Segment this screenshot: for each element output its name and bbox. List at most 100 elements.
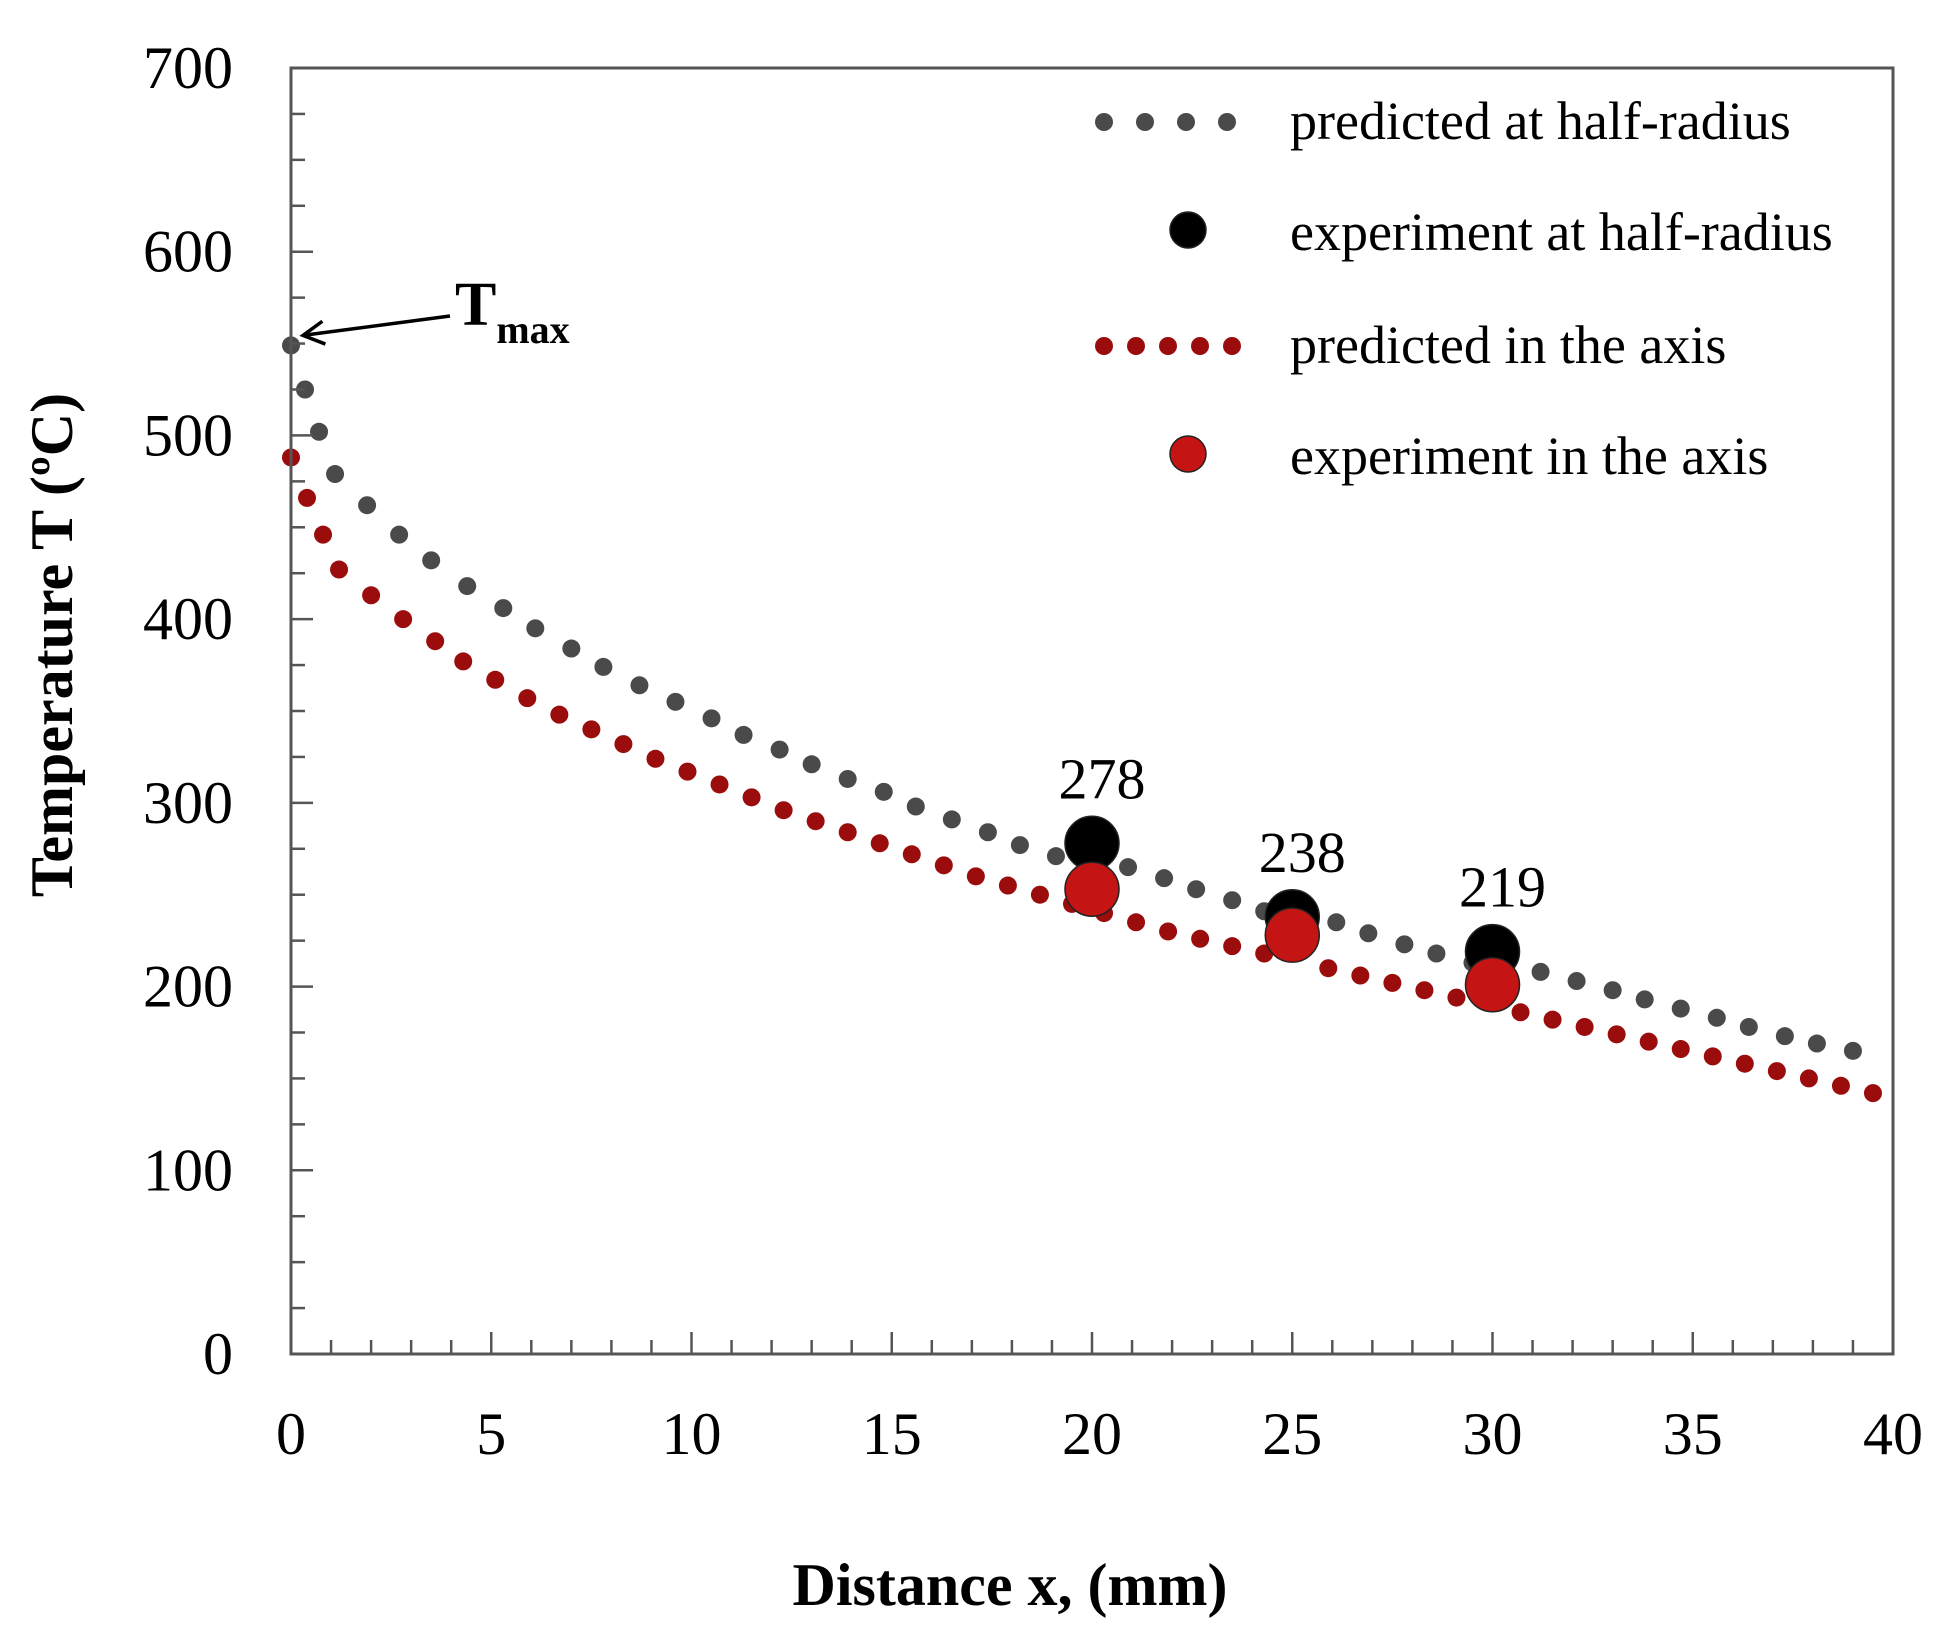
- y-tick-label: 100: [143, 1137, 233, 1203]
- predicted-point: [1707, 1008, 1726, 1027]
- legend-entry: experiment at half-radius: [1169, 202, 1833, 262]
- legend-swatch-dot: [1127, 337, 1145, 355]
- y-tick-label: 400: [143, 586, 233, 652]
- predicted-point: [1127, 913, 1146, 932]
- predicted-point: [1775, 1027, 1794, 1046]
- series-experiment-in-the-axis: [1064, 861, 1521, 1013]
- predicted-point: [358, 496, 377, 515]
- predicted-point: [1511, 1003, 1530, 1022]
- legend-swatch-dot: [1191, 337, 1209, 355]
- predicted-point: [1359, 924, 1378, 943]
- predicted-point: [702, 709, 721, 728]
- x-tick-label: 20: [1062, 1401, 1122, 1467]
- data-label: 278: [1059, 746, 1146, 811]
- predicted-point: [550, 705, 569, 724]
- predicted-point: [1395, 935, 1414, 954]
- legend-swatch-dot: [1095, 113, 1113, 131]
- legend-entry: predicted at half-radius: [1095, 91, 1791, 151]
- legend-label: predicted at half-radius: [1290, 91, 1791, 151]
- predicted-point: [646, 749, 665, 768]
- tmax-arrow-line: [302, 314, 451, 338]
- predicted-point: [1415, 981, 1434, 1000]
- predicted-point: [582, 720, 601, 739]
- predicted-point: [966, 867, 985, 886]
- predicted-point: [390, 525, 409, 544]
- legend-swatch-dot: [1218, 113, 1236, 131]
- predicted-point: [1191, 929, 1210, 948]
- tmax-arrow-head: [299, 319, 327, 346]
- legend-swatch-dot: [1136, 113, 1154, 131]
- predicted-point: [874, 782, 893, 801]
- predicted-point: [870, 834, 889, 853]
- legend-swatch-marker: [1169, 435, 1207, 473]
- predicted-point: [494, 599, 513, 618]
- predicted-point: [710, 775, 729, 794]
- predicted-point: [330, 560, 349, 579]
- predicted-point: [734, 725, 753, 744]
- predicted-point: [1351, 966, 1370, 985]
- predicted-point: [518, 689, 537, 708]
- legend-swatch-dot: [1177, 113, 1195, 131]
- predicted-point: [1607, 1025, 1626, 1044]
- predicted-point: [774, 801, 793, 820]
- predicted-point: [942, 810, 961, 829]
- legend-entry: experiment in the axis: [1169, 426, 1768, 486]
- legend-label: experiment in the axis: [1290, 426, 1768, 486]
- predicted-point: [1863, 1084, 1882, 1103]
- predicted-point: [1223, 937, 1242, 956]
- predicted-point: [1807, 1034, 1826, 1053]
- x-tick-label: 0: [276, 1401, 306, 1467]
- axes: 0 100 200 300 400 500 600 700 0 5 10 15 20 25 30 35 40: [143, 35, 1923, 1467]
- predicted-point: [562, 639, 581, 658]
- y-tick-label: 600: [143, 219, 233, 285]
- predicted-point: [838, 823, 857, 842]
- predicted-point: [1187, 880, 1206, 899]
- predicted-point: [458, 577, 477, 596]
- x-tick-label: 35: [1663, 1401, 1723, 1467]
- y-tick-label: 300: [143, 770, 233, 836]
- predicted-point: [1010, 836, 1029, 855]
- predicted-point: [362, 586, 381, 605]
- predicted-point: [770, 740, 789, 759]
- y-axis-title: Temperature T (ºC): [19, 393, 85, 897]
- experiment-point: [1064, 861, 1120, 917]
- predicted-point: [298, 488, 317, 507]
- predicted-point: [1543, 1010, 1562, 1029]
- predicted-point: [426, 632, 445, 651]
- predicted-point: [1603, 981, 1622, 1000]
- legend: predicted at half-radius experiment at ha…: [1095, 91, 1833, 486]
- predicted-point: [1671, 999, 1690, 1018]
- predicted-point: [1671, 1040, 1690, 1059]
- predicted-point: [310, 422, 329, 441]
- tmax-label-main: T: [455, 271, 496, 339]
- predicted-point: [742, 788, 761, 807]
- predicted-point: [314, 525, 333, 544]
- experiment-point: [1264, 907, 1320, 963]
- predicted-point: [1319, 959, 1338, 978]
- predicted-point: [1046, 847, 1065, 866]
- predicted-point: [1799, 1069, 1818, 1088]
- x-axis-title: Distance x, (mm): [793, 1552, 1228, 1618]
- predicted-point: [1531, 962, 1550, 981]
- plot-marks: 278 238 219: [282, 336, 1882, 1103]
- predicted-point: [1739, 1017, 1758, 1036]
- predicted-point: [1427, 944, 1446, 963]
- predicted-point: [326, 465, 345, 484]
- x-tick-label: 5: [476, 1401, 506, 1467]
- predicted-point: [614, 735, 633, 754]
- predicted-point: [1843, 1041, 1862, 1060]
- predicted-point: [594, 657, 613, 676]
- y-tick-label: 700: [143, 35, 233, 101]
- predicted-point: [1639, 1032, 1658, 1051]
- predicted-point: [1831, 1076, 1850, 1095]
- predicted-point: [802, 755, 821, 774]
- predicted-point: [1119, 858, 1138, 877]
- predicted-point: [1735, 1054, 1754, 1073]
- predicted-point: [394, 610, 413, 629]
- predicted-point: [1223, 891, 1242, 910]
- predicted-point: [1447, 988, 1466, 1007]
- legend-swatch-dot: [1159, 337, 1177, 355]
- x-tick-label: 25: [1262, 1401, 1322, 1467]
